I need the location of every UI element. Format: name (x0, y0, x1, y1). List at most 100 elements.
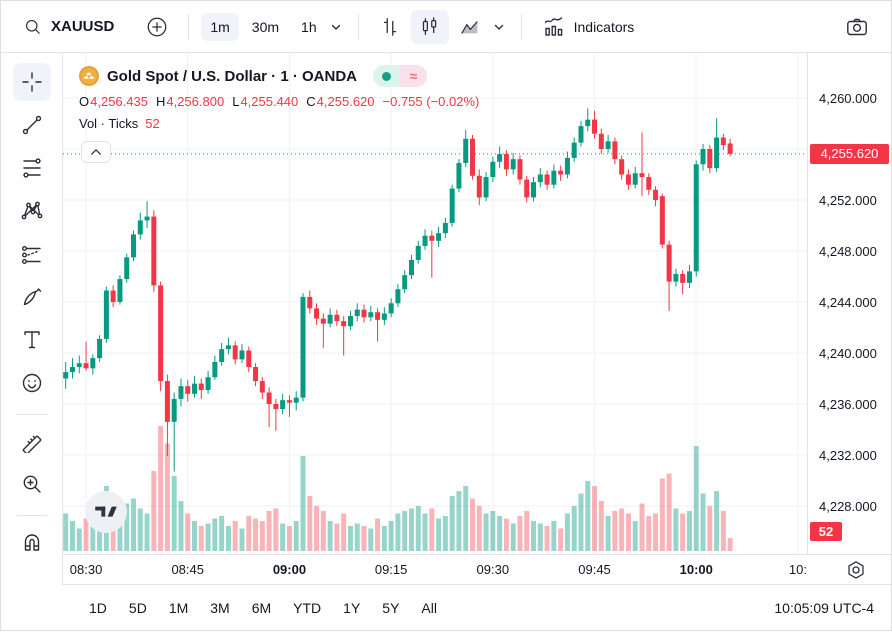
interval-menu-button[interactable] (326, 15, 346, 39)
range-button-1d[interactable]: 1D (89, 599, 107, 616)
tool-emoji[interactable] (13, 364, 51, 402)
candle-body (83, 363, 89, 369)
tool-projection[interactable] (13, 235, 51, 273)
candle-body (415, 245, 421, 260)
volume-bar (259, 521, 265, 551)
candle-body (463, 138, 469, 164)
candle-body (585, 119, 591, 127)
tool-ruler[interactable] (13, 422, 51, 460)
high-value: 4,256.800 (166, 94, 225, 109)
volume-bar (449, 496, 455, 551)
volume-bar (436, 518, 442, 551)
candle-body (395, 289, 401, 304)
add-symbol-icon (146, 16, 168, 38)
volume-bar (693, 446, 699, 551)
volume-bar (273, 508, 279, 551)
range-button-1y[interactable]: 1Y (343, 599, 361, 616)
range-button-6m[interactable]: 6M (251, 599, 272, 616)
candle-body (639, 173, 645, 178)
candle-body (381, 313, 387, 320)
legend-collapse-button[interactable] (81, 141, 111, 163)
volume-bar (531, 521, 537, 551)
time-axis-label: 08:45 (171, 562, 204, 577)
candle-body (246, 350, 252, 368)
add-symbol-button[interactable] (138, 10, 176, 44)
chart-title[interactable]: Gold Spot / U.S. Dollar · 1 · OANDA (107, 67, 358, 85)
tool-trend-line[interactable] (13, 106, 51, 144)
volume-bar (178, 501, 184, 551)
volume-bar (639, 503, 645, 551)
candle-body (693, 164, 699, 272)
volume-bar (490, 511, 496, 551)
candle-body (293, 397, 299, 403)
range-button-5y[interactable]: 5Y (382, 599, 400, 616)
candle-body (151, 216, 157, 286)
candlestick-chart[interactable] (63, 53, 807, 554)
candle-body (239, 350, 245, 360)
candle-body (422, 235, 428, 246)
toolbar-divider (16, 414, 47, 415)
volume-bar (503, 518, 509, 551)
volume-bar (714, 491, 720, 551)
delayed-data-icon: ≈ (400, 65, 428, 87)
volume-bar (585, 481, 591, 551)
candle-body (259, 381, 265, 393)
tool-fib-retracement[interactable] (13, 149, 51, 187)
candles-style-icon (419, 16, 441, 38)
candle-body (205, 377, 211, 390)
volume-bar (205, 523, 211, 551)
area-style-button[interactable] (451, 10, 489, 44)
candle-body (327, 314, 333, 324)
volume-bar (347, 526, 353, 551)
candle-body (578, 126, 584, 143)
style-menu-button[interactable] (489, 15, 509, 39)
range-button-3m[interactable]: 3M (210, 599, 230, 616)
tool-xabcd-pattern[interactable] (13, 192, 51, 230)
tool-crosshair[interactable] (12, 63, 51, 101)
price-axis-label: 4,248.000 (819, 243, 877, 259)
volume-bar (198, 526, 204, 551)
snapshot-button[interactable] (837, 9, 877, 45)
tool-brush[interactable] (13, 278, 51, 316)
range-button-5d[interactable]: 5D (128, 599, 147, 616)
range-button-all[interactable]: All (421, 599, 437, 616)
interval-button-1h[interactable]: 1h (301, 18, 317, 35)
candle-body (632, 173, 638, 185)
candles-style-button[interactable] (410, 9, 449, 44)
candle-body (137, 220, 143, 235)
symbol-legend[interactable]: Gold Spot / U.S. Dollar · 1 · OANDA ≈ (79, 65, 428, 87)
volume-bar (592, 486, 598, 551)
volume-bar (707, 506, 713, 551)
volume-bar (246, 516, 252, 551)
price-axis-label: 4,236.000 (819, 396, 877, 412)
bars-style-button[interactable] (371, 10, 409, 44)
candle-body (476, 175, 482, 198)
candle-body (97, 338, 103, 359)
tool-magnet[interactable] (13, 523, 51, 561)
low-label: L (232, 94, 240, 109)
price-axis[interactable]: 4,228.000 4,232.000 4,236.000 4,240.000 4,24… (807, 53, 891, 554)
market-status-pill[interactable]: ≈ (373, 65, 428, 87)
candle-body (449, 188, 455, 223)
price-axis-label: 4,244.000 (819, 294, 877, 310)
tool-text[interactable] (13, 321, 51, 359)
indicators-button[interactable]: Indicators (534, 9, 643, 45)
current-price-badge: 4,255.620 (810, 143, 889, 164)
interval-button-30m[interactable]: 30m (251, 18, 280, 35)
range-button-ytd[interactable]: YTD (293, 599, 322, 616)
axis-settings-button[interactable] (845, 559, 869, 583)
range-button-1m[interactable]: 1M (168, 599, 189, 616)
symbol-search-button[interactable]: XAUUSD (15, 11, 122, 43)
volume-bar (429, 508, 435, 551)
tool-zoom-in[interactable] (13, 465, 51, 503)
time-axis[interactable]: 08:30 08:45 09:00 09:15 09:30 09:45 10:00 10: (63, 554, 891, 585)
candle-body (124, 257, 130, 280)
volume-bar (653, 513, 659, 551)
time-axis-label: 10: (788, 562, 807, 577)
volume-bar (90, 523, 96, 551)
clock-timezone[interactable]: 10:05:09 UTC-4 (774, 599, 874, 616)
volume-bar (164, 443, 170, 551)
volume-bar (700, 493, 706, 551)
interval-button-1m[interactable]: 1m (201, 12, 239, 41)
